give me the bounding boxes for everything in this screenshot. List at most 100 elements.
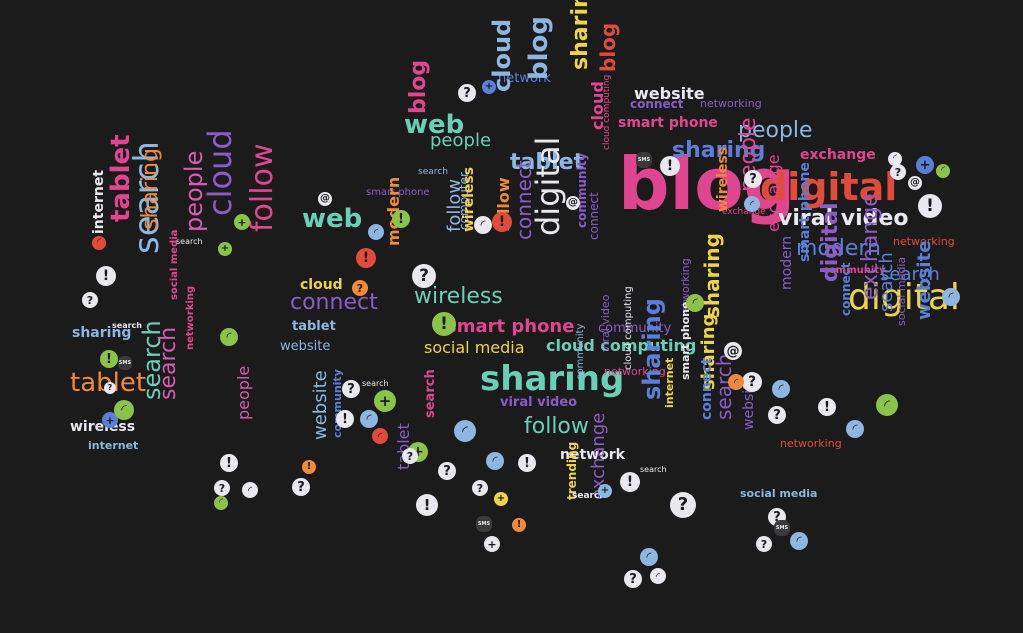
word-networking: networking [185, 285, 196, 350]
question-icon: ? [402, 448, 418, 464]
question-icon: ? [292, 478, 310, 496]
plus-icon: + [916, 156, 934, 174]
plus-icon: + [218, 242, 232, 256]
question-icon: ? [756, 536, 772, 552]
word-search: search [156, 326, 181, 400]
at-sign-icon: @ [566, 196, 580, 210]
exclamation-icon: ! [336, 410, 354, 428]
at-sign-icon: @ [908, 176, 922, 190]
question-icon: ? [670, 492, 696, 518]
exclamation-icon: ! [518, 454, 536, 472]
word-smart-phone: smart phone [446, 316, 575, 337]
word-follow: follow [524, 414, 589, 439]
rss-icon: ◜ [474, 216, 492, 234]
question-icon: ? [458, 84, 476, 102]
word-search: search [362, 379, 389, 388]
rss-icon: ◜ [220, 328, 238, 346]
rss-icon: ◜ [368, 224, 384, 240]
word-connect: connect [839, 262, 853, 316]
word-web: web [404, 110, 465, 140]
rss-icon: ◜ [790, 532, 808, 550]
word-website: website [914, 240, 935, 320]
rss-icon: ◜ [214, 496, 228, 510]
exclamation-icon: ! [492, 212, 512, 232]
exclamation-icon: ! [918, 194, 942, 218]
word-network: network [498, 71, 551, 86]
word-viral-video: viral video [599, 294, 612, 352]
word-social-media: social media [424, 338, 525, 357]
word-viral-video: viral video [500, 395, 578, 410]
question-icon: ? [412, 264, 436, 288]
word-networking: networking [604, 365, 666, 378]
word-wireless: wireless [70, 419, 136, 435]
word-internet: internet [663, 357, 676, 408]
word-networking: networking [893, 235, 955, 248]
rss-icon: ◜ [728, 374, 744, 390]
word-digital: digital [760, 165, 898, 209]
word-search: search [112, 321, 142, 330]
word-modern: modern [796, 236, 881, 261]
rss-icon: ◜ [486, 452, 504, 470]
plus-icon: + [494, 492, 508, 506]
rss-icon: ◜ [372, 428, 388, 444]
word-sharing: sharing [672, 138, 766, 163]
exclamation-icon: ! [818, 398, 836, 416]
word-connect: connect [290, 290, 378, 315]
word-community: community [598, 321, 672, 336]
word-wireless: wireless [715, 146, 731, 212]
exclamation-icon: ! [302, 460, 316, 474]
word-networking: networking [700, 97, 762, 110]
word-search: search [640, 465, 667, 474]
exclamation-icon: ! [356, 248, 376, 268]
plus-icon: + [234, 214, 250, 230]
question-icon: ? [352, 280, 368, 296]
question-icon: ? [342, 380, 360, 398]
question-icon: ? [472, 480, 488, 496]
question-icon: ? [742, 372, 762, 392]
word-sharing: sharing [138, 148, 163, 230]
word-exchange: exchange [722, 207, 766, 217]
word-sharing: sharing [700, 233, 724, 318]
exclamation-icon: ! [620, 472, 640, 492]
word-sharing: sharing [638, 298, 666, 400]
word-sharing: sharing [480, 359, 625, 399]
sms-icon: SMS [774, 520, 790, 536]
word-digital: digital [529, 136, 567, 236]
word-connect: connect [587, 192, 601, 240]
rss-icon: ◜ [772, 380, 790, 398]
rss-icon: ◜ [92, 236, 106, 250]
word-web: web [302, 204, 363, 234]
word-networking: networking [780, 437, 842, 450]
word-cloud: cloud [300, 277, 343, 293]
question-icon: ? [214, 480, 230, 496]
word-people: people [738, 118, 813, 143]
word-search: search [876, 252, 897, 312]
word-exchange: exchange [764, 154, 783, 232]
word-viral-video: viral video [778, 206, 909, 231]
exclamation-icon: ! [416, 494, 438, 516]
word-website: website [280, 339, 331, 354]
word-community: community [331, 369, 344, 438]
word-cloud: cloud [201, 129, 239, 216]
word-sharing: sharing [72, 325, 132, 341]
word-search: search [423, 369, 438, 418]
rss-icon: ◜ [360, 410, 378, 428]
rss-icon: ◜ [942, 288, 960, 306]
word-social-media: social media [895, 256, 908, 326]
question-icon: ? [82, 292, 98, 308]
exclamation-icon: ! [660, 156, 680, 176]
word-connect: connect [512, 160, 536, 240]
exclamation-icon: ! [432, 312, 456, 336]
sms-icon: SMS [476, 516, 492, 532]
word-exchange: exchange [800, 147, 876, 163]
word-smart-phone: smart phone [366, 187, 430, 198]
word-search: search [572, 491, 606, 501]
at-sign-icon: @ [318, 192, 332, 206]
exclamation-icon: ! [392, 210, 410, 228]
rss-icon: ◜ [686, 294, 704, 312]
rss-icon: ◜ [650, 568, 666, 584]
word-smart-phone: smart phone [679, 301, 692, 381]
word-internet: internet [91, 169, 107, 234]
rss-icon: ◜ [640, 548, 658, 566]
